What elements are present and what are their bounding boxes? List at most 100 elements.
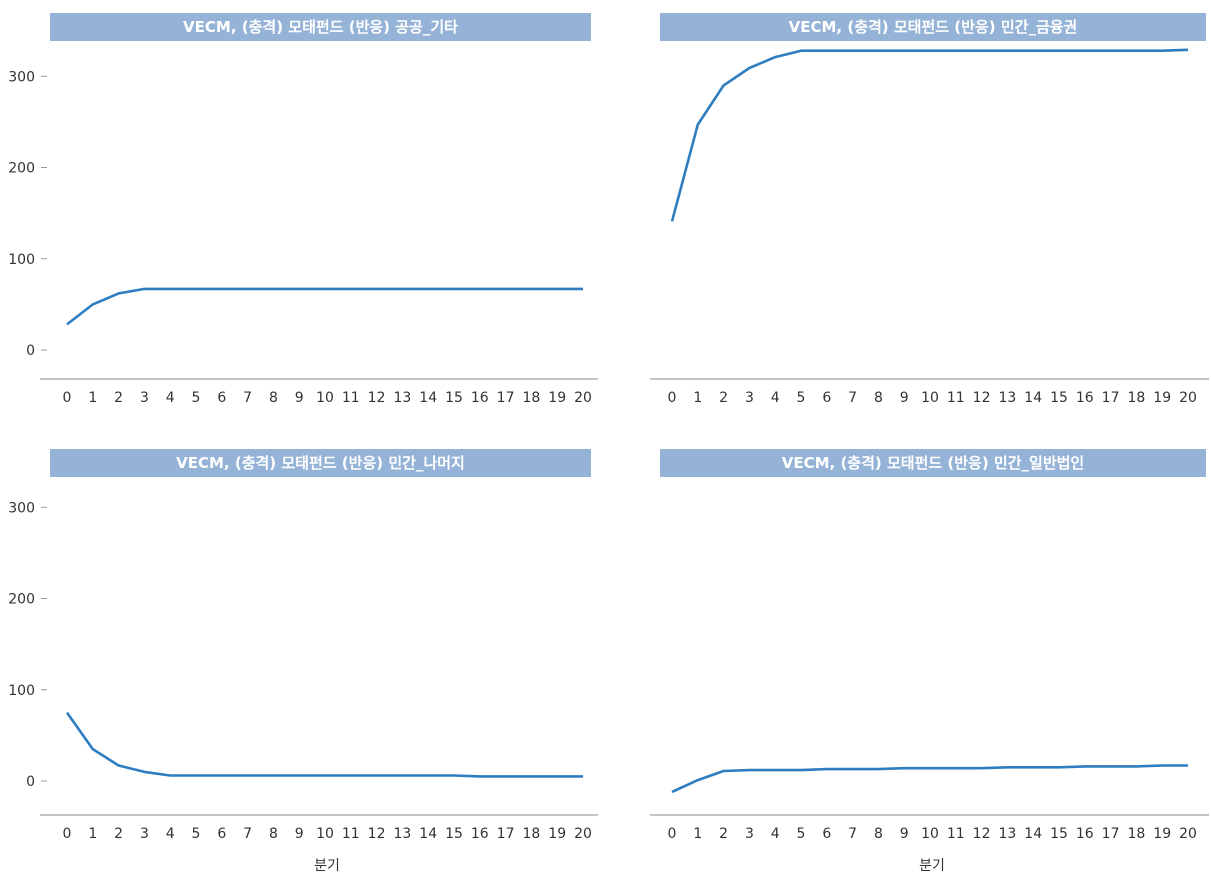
x-tick-label: 1	[693, 390, 702, 406]
series-line	[66, 287, 583, 326]
x-tick-label: 1	[88, 826, 97, 842]
x-tick-label: 9	[295, 390, 304, 406]
x-tick-label: 17	[497, 390, 515, 406]
x-tick-label: 19	[548, 390, 566, 406]
series-line	[65, 711, 583, 778]
y-tick-label: 0	[26, 774, 35, 790]
x-tick-label: 17	[497, 826, 515, 842]
x-tick-label: 15	[445, 826, 463, 842]
x-tick-label: 13	[998, 826, 1016, 842]
x-tick-label: 13	[393, 826, 411, 842]
x-tick-label: 20	[1179, 826, 1197, 842]
x-tick-label: 12	[368, 390, 386, 406]
x-tick-label: 17	[1102, 826, 1120, 842]
x-tick-label: 2	[719, 826, 728, 842]
x-tick-label: 9	[900, 390, 909, 406]
x-tick-label: 0	[63, 390, 72, 406]
x-tick-label: 18	[522, 390, 540, 406]
x-tick-label: 5	[797, 826, 806, 842]
x-tick-label: 6	[217, 390, 226, 406]
x-tick-label: 3	[745, 826, 754, 842]
x-tick-label: 8	[874, 826, 883, 842]
chart-panel-1: VECM, (충격) 모태펀드 (반응) 공공_기타 0 100 200 300 0 1 2 3…	[0, 13, 605, 408]
x-tick-label: 8	[269, 390, 278, 406]
x-tick-label: 7	[848, 826, 857, 842]
x-tick-label: 5	[797, 390, 806, 406]
x-tick-label: 3	[140, 390, 149, 406]
x-tick-label: 14	[419, 826, 437, 842]
x-tick-label: 11	[342, 390, 360, 406]
chart-panel-3: VECM, (충격) 모태펀드 (반응) 민간_나머지 0 100 200 300 0 1 2…	[0, 449, 605, 878]
x-tick-label: 6	[822, 390, 831, 406]
chart-panel-2: VECM, (충격) 모태펀드 (반응) 민간_금융권 0 1 2 3 4 5 6 7 8 9 10 1…	[605, 13, 1211, 408]
chart-plot-svg: 0 1 2 3 4 5 6 7 8 9 10 11 12 13 14 15 16 17 18 19 20	[650, 48, 1209, 406]
x-tick-label: 18	[522, 826, 540, 842]
x-tick-label: 14	[1024, 826, 1042, 842]
y-tick-label: 200	[8, 161, 35, 177]
x-tick-label: 13	[393, 390, 411, 406]
x-tick-label: 8	[269, 826, 278, 842]
x-tick-label: 15	[1050, 826, 1068, 842]
x-tick-label: 7	[848, 390, 857, 406]
x-tick-label: 9	[295, 826, 304, 842]
x-tick-label: 4	[166, 826, 175, 842]
x-tick-label: 9	[900, 826, 909, 842]
y-tick-label: 200	[8, 592, 35, 608]
chart-title: VECM, (충격) 모태펀드 (반응) 공공_기타	[50, 13, 591, 41]
x-tick-label: 3	[745, 390, 754, 406]
x-axis-label: 분기	[314, 858, 340, 874]
x-tick-label: 20	[1179, 390, 1197, 406]
x-tick-label: 10	[316, 826, 334, 842]
x-tick-label: 0	[668, 390, 677, 406]
x-tick-label: 19	[1153, 826, 1171, 842]
x-tick-label: 20	[574, 390, 592, 406]
x-tick-label: 4	[166, 390, 175, 406]
x-tick-label: 3	[140, 826, 149, 842]
x-tick-label: 0	[63, 826, 72, 842]
x-tick-label: 19	[1153, 390, 1171, 406]
x-tick-label: 6	[217, 826, 226, 842]
y-tick-label: 300	[8, 500, 35, 516]
x-axis-label: 분기	[919, 858, 945, 874]
x-tick-label: 11	[947, 390, 965, 406]
y-tick-label: 100	[8, 252, 35, 268]
x-tick-label: 2	[114, 826, 123, 842]
x-tick-label: 16	[471, 390, 489, 406]
x-tick-label: 10	[921, 390, 939, 406]
series-line	[671, 764, 1188, 794]
chart-title: VECM, (충격) 모태펀드 (반응) 민간_나머지	[50, 449, 591, 477]
x-tick-label: 11	[947, 826, 965, 842]
x-tick-label: 16	[471, 826, 489, 842]
x-tick-label: 1	[693, 826, 702, 842]
x-tick-label: 2	[719, 390, 728, 406]
x-tick-label: 12	[368, 826, 386, 842]
y-tick-label: 300	[8, 69, 35, 85]
x-tick-label: 1	[88, 390, 97, 406]
x-tick-label: 16	[1076, 390, 1094, 406]
x-tick-label: 5	[192, 390, 201, 406]
x-tick-label: 14	[419, 390, 437, 406]
x-tick-label: 14	[1024, 390, 1042, 406]
x-tick-label: 5	[192, 826, 201, 842]
x-tick-label: 2	[114, 390, 123, 406]
y-tick-label: 0	[26, 343, 35, 359]
x-tick-label: 18	[1127, 390, 1145, 406]
x-tick-label: 7	[243, 390, 252, 406]
x-tick-label: 12	[973, 826, 991, 842]
chart-title: VECM, (충격) 모태펀드 (반응) 민간_금융권	[660, 13, 1206, 41]
x-tick-label: 13	[998, 390, 1016, 406]
x-tick-label: 20	[574, 826, 592, 842]
x-tick-label: 19	[548, 826, 566, 842]
x-tick-label: 8	[874, 390, 883, 406]
x-tick-label: 10	[921, 826, 939, 842]
x-tick-label: 0	[668, 826, 677, 842]
x-tick-label: 15	[1050, 390, 1068, 406]
x-tick-label: 10	[316, 390, 334, 406]
x-tick-label: 18	[1127, 826, 1145, 842]
x-tick-label: 4	[771, 390, 780, 406]
x-tick-label: 17	[1102, 390, 1120, 406]
x-tick-label: 15	[445, 390, 463, 406]
